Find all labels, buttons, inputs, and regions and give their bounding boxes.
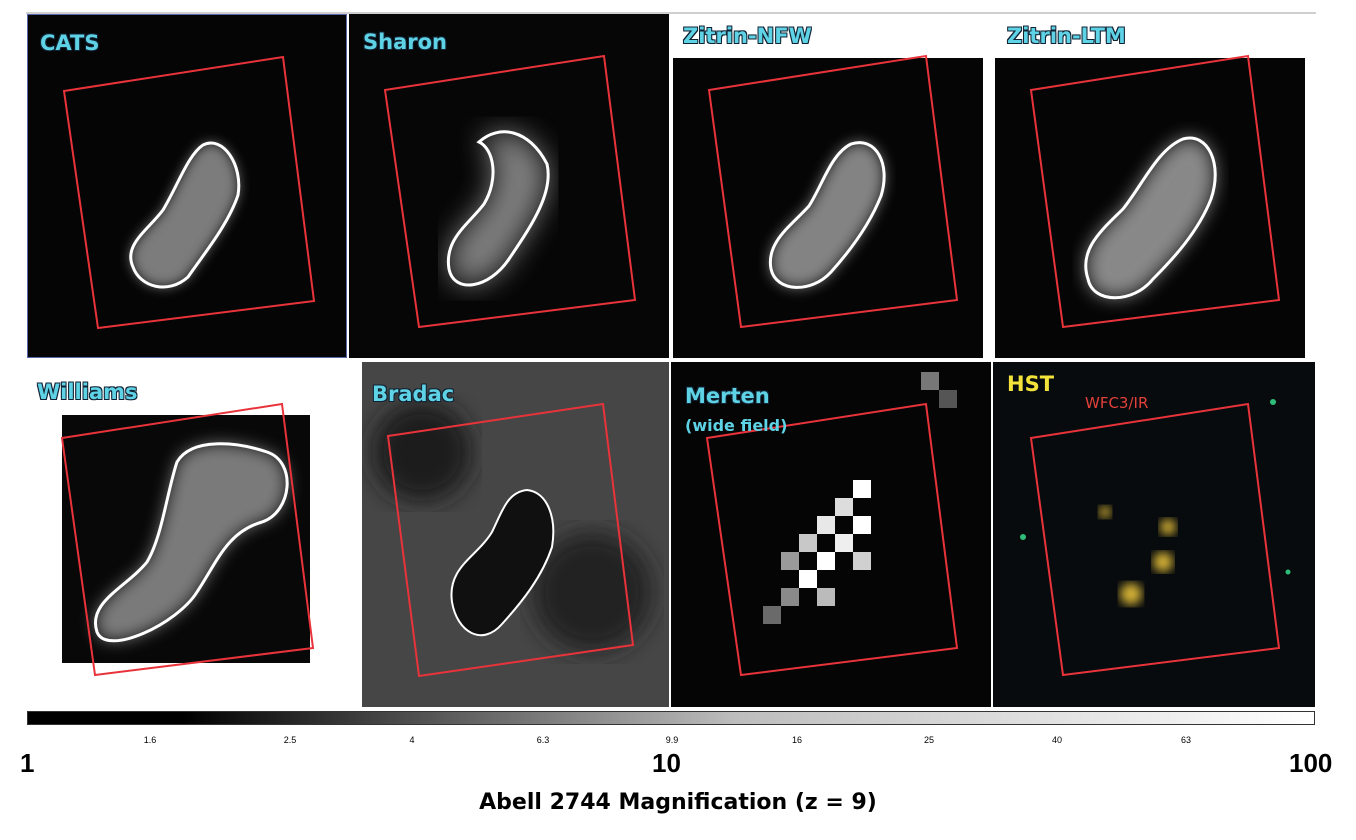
colorbar-tick: 2.5 (283, 735, 297, 745)
panel-label: Williams (37, 380, 138, 404)
panel-sharon: Sharon (349, 14, 669, 358)
panel-label: CATS (40, 31, 100, 55)
colorbar-major-tick: 1 (20, 748, 35, 778)
wfc3-footprint (707, 54, 959, 329)
colorbar-tick: 6.3 (536, 735, 550, 745)
colorbar-tick: 16 (791, 735, 803, 745)
zitrin-nfw-magnification-map (673, 54, 983, 358)
magnification-colorbar (27, 711, 1315, 725)
panel-merten: Merten (wide field) (671, 362, 991, 707)
panel-label: Zitrin-NFW (683, 24, 812, 48)
panel-label: HST (1007, 372, 1055, 396)
williams-magnification-map (60, 402, 315, 677)
cats-magnification-map (62, 55, 316, 330)
hst-image (1020, 399, 1291, 677)
colorbar-major-tick: 100 (1289, 748, 1333, 778)
panel-cats: CATS (27, 14, 347, 358)
panel-hst: HST WFC3/IR (993, 362, 1315, 707)
wfc3-footprint (62, 55, 316, 330)
colorbar-tick: 1.6 (143, 735, 157, 745)
figure-caption: Abell 2744 Magnification (z = 9) (479, 790, 877, 815)
instrument-label: WFC3/IR (1085, 394, 1149, 412)
wfc3-footprint (705, 402, 959, 677)
zitrin-ltm-magnification-map (995, 54, 1305, 358)
wfc3-footprint (60, 402, 315, 677)
colorbar-tick: 4 (409, 735, 415, 745)
sharon-magnification-map (383, 54, 637, 329)
colorbar-tick: 63 (1180, 735, 1192, 745)
panel-zitrin-nfw: Zitrin-NFW (671, 14, 991, 358)
panel-sublabel: (wide field) (685, 416, 788, 435)
pixelated-magnification (763, 372, 957, 624)
panel-label: Zitrin-LTM (1007, 24, 1126, 48)
panel-label: Bradac (372, 382, 455, 406)
merten-magnification-map (705, 372, 959, 677)
wfc3-footprint (1029, 54, 1281, 329)
colorbar-major-tick: 10 (652, 748, 681, 778)
panel-label: Sharon (363, 30, 447, 54)
panel-zitrin-ltm: Zitrin-LTM (993, 14, 1313, 358)
colorbar-tick: 25 (923, 735, 935, 745)
panel-label: Merten (685, 384, 770, 408)
top-divider (26, 12, 1316, 14)
panel-bradac: Bradac (362, 362, 669, 707)
wfc3-footprint (386, 402, 635, 678)
colorbar-tick: 40 (1051, 735, 1063, 745)
wfc3-footprint (383, 54, 637, 329)
bradac-magnification-map (362, 362, 669, 707)
wfc3-footprint (1029, 402, 1281, 677)
colorbar-tick: 9.9 (665, 735, 679, 745)
panel-williams: Williams (27, 362, 347, 707)
